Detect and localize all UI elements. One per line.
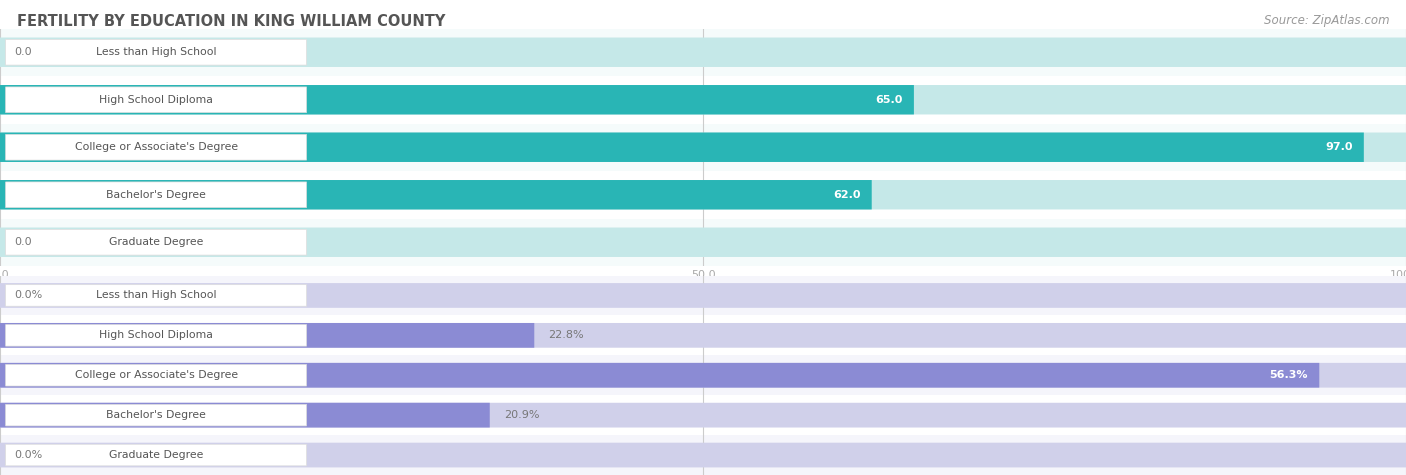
Text: Bachelor's Degree: Bachelor's Degree xyxy=(105,410,207,420)
FancyBboxPatch shape xyxy=(0,363,1406,388)
FancyBboxPatch shape xyxy=(6,87,307,113)
Bar xyxy=(0,171,1406,218)
Text: Less than High School: Less than High School xyxy=(96,47,217,57)
FancyBboxPatch shape xyxy=(6,39,307,65)
FancyBboxPatch shape xyxy=(6,364,307,386)
Text: 0.0: 0.0 xyxy=(14,47,32,57)
Text: Bachelor's Degree: Bachelor's Degree xyxy=(105,190,207,200)
Bar xyxy=(0,315,1406,355)
FancyBboxPatch shape xyxy=(0,323,1406,348)
FancyBboxPatch shape xyxy=(0,85,1406,114)
FancyBboxPatch shape xyxy=(0,323,534,348)
Bar xyxy=(0,218,1406,266)
FancyBboxPatch shape xyxy=(6,134,307,160)
Text: 62.0: 62.0 xyxy=(832,190,860,200)
FancyBboxPatch shape xyxy=(6,285,307,306)
FancyBboxPatch shape xyxy=(6,182,307,208)
Text: College or Associate's Degree: College or Associate's Degree xyxy=(75,370,238,380)
FancyBboxPatch shape xyxy=(6,404,307,426)
FancyBboxPatch shape xyxy=(0,403,1406,428)
Text: Graduate Degree: Graduate Degree xyxy=(108,450,204,460)
FancyBboxPatch shape xyxy=(0,180,872,209)
Text: 20.9%: 20.9% xyxy=(503,410,540,420)
Text: 0.0: 0.0 xyxy=(14,237,32,247)
Text: 22.8%: 22.8% xyxy=(548,330,583,341)
Text: 56.3%: 56.3% xyxy=(1270,370,1308,380)
Bar xyxy=(0,276,1406,315)
FancyBboxPatch shape xyxy=(0,38,1406,67)
Text: 0.0%: 0.0% xyxy=(14,450,42,460)
Text: High School Diploma: High School Diploma xyxy=(100,95,212,105)
FancyBboxPatch shape xyxy=(6,229,307,255)
Text: 97.0: 97.0 xyxy=(1324,142,1353,152)
FancyBboxPatch shape xyxy=(0,133,1364,162)
Text: College or Associate's Degree: College or Associate's Degree xyxy=(75,142,238,152)
FancyBboxPatch shape xyxy=(0,133,1406,162)
FancyBboxPatch shape xyxy=(0,180,1406,209)
Text: FERTILITY BY EDUCATION IN KING WILLIAM COUNTY: FERTILITY BY EDUCATION IN KING WILLIAM C… xyxy=(17,14,446,29)
Text: Less than High School: Less than High School xyxy=(96,290,217,301)
FancyBboxPatch shape xyxy=(6,324,307,346)
Bar xyxy=(0,76,1406,124)
FancyBboxPatch shape xyxy=(0,443,1406,467)
Text: 0.0%: 0.0% xyxy=(14,290,42,301)
Text: 65.0: 65.0 xyxy=(876,95,903,105)
FancyBboxPatch shape xyxy=(0,228,1406,257)
Bar xyxy=(0,355,1406,395)
FancyBboxPatch shape xyxy=(0,363,1319,388)
Text: High School Diploma: High School Diploma xyxy=(100,330,212,341)
Text: Graduate Degree: Graduate Degree xyxy=(108,237,204,247)
Bar xyxy=(0,395,1406,435)
Bar xyxy=(0,435,1406,475)
Bar xyxy=(0,124,1406,171)
FancyBboxPatch shape xyxy=(0,85,914,114)
Bar xyxy=(0,28,1406,76)
Text: Source: ZipAtlas.com: Source: ZipAtlas.com xyxy=(1264,14,1389,27)
FancyBboxPatch shape xyxy=(0,283,1406,308)
FancyBboxPatch shape xyxy=(6,444,307,466)
FancyBboxPatch shape xyxy=(0,403,489,428)
